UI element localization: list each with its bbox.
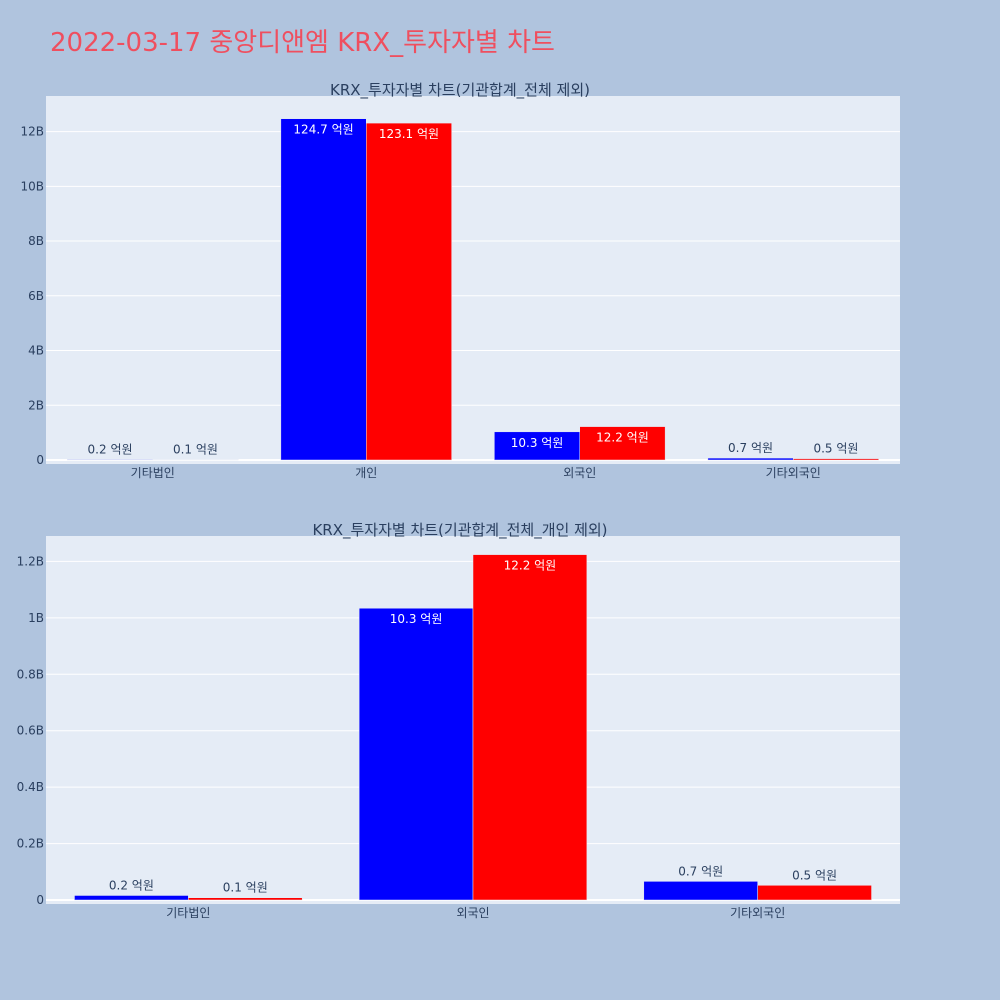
bar-data-label: 0.5 억원: [792, 868, 837, 882]
y-tick-label: 10B: [20, 179, 44, 193]
y-tick-label: 0.8B: [17, 667, 44, 681]
chart-title: KRX_투자자별 차트(기관합계_전체 제외): [330, 81, 590, 100]
x-tick-label: 기타외국인: [766, 466, 821, 480]
bar-기타법인-1: [152, 459, 239, 461]
x-tick-label: 기타법인: [131, 466, 175, 480]
bar-data-label: 0.2 억원: [109, 878, 154, 892]
bar-기타외국인-0: [707, 457, 794, 461]
bar-data-label: 0.7 억원: [728, 441, 773, 455]
bar-data-label: 123.1 억원: [379, 127, 439, 141]
y-tick-label: 0.2B: [17, 837, 44, 851]
bar-data-label: 0.1 억원: [173, 443, 218, 457]
bar-기타법인-1: [188, 897, 303, 901]
bar-외국인-0: [358, 607, 474, 901]
bar-data-label: 124.7 억원: [293, 123, 353, 137]
chart-title: KRX_투자자별 차트(기관합계_전체_개인 제외): [312, 521, 607, 540]
plot-area: [46, 96, 900, 464]
x-tick-label: 외국인: [456, 906, 489, 920]
page-title: 2022-03-17 중앙디앤엠 KRX_투자자별 차트: [50, 28, 555, 58]
y-tick-label: 0: [36, 453, 44, 467]
bar-기타법인-0: [74, 895, 189, 901]
bar-data-label: 0.1 억원: [223, 881, 268, 895]
bar-외국인-1: [472, 554, 588, 901]
bar-기타외국인-1: [793, 458, 879, 461]
x-tick-label: 기타법인: [166, 906, 210, 920]
bar-개인-1: [366, 122, 452, 461]
bar-data-label: 0.2 억원: [88, 442, 133, 456]
bar-data-label: 12.2 억원: [596, 431, 649, 445]
y-tick-label: 0.6B: [17, 724, 44, 738]
x-tick-label: 외국인: [563, 466, 596, 480]
x-tick-label: 개인: [355, 466, 377, 480]
bar-개인-0: [280, 118, 367, 461]
y-tick-label: 6B: [28, 289, 44, 303]
bar-data-label: 0.7 억원: [678, 864, 723, 878]
chart-top: 0 2B 4B 6B 8B 10B 12B KRX_투자자별 차트(기관합계_전체 제외) 0.…: [20, 81, 900, 480]
bar-data-label: 0.5 억원: [813, 442, 858, 456]
bar-data-label: 10.3 억원: [390, 612, 443, 626]
y-tick-label: 1B: [28, 611, 44, 625]
x-tick-label: 기타외국인: [730, 906, 785, 920]
y-tick-label: 2B: [28, 398, 44, 412]
y-tick-label: 0.4B: [17, 780, 44, 794]
y-tick-label: 0: [36, 893, 44, 907]
y-tick-label: 8B: [28, 234, 44, 248]
chart-bottom: 0 0.2B 0.4B 0.6B 0.8B 1B 1.2B KRX_투자자별 차트(기관합계_…: [17, 521, 900, 920]
bar-data-label: 10.3 억원: [511, 436, 564, 450]
bar-기타외국인-1: [757, 885, 872, 901]
bar-data-label: 12.2 억원: [504, 559, 557, 573]
bar-외국인-1: [579, 426, 666, 461]
bar-기타외국인-0: [643, 881, 758, 901]
y-tick-label: 4B: [28, 344, 44, 358]
y-tick-label: 12B: [20, 125, 44, 139]
y-tick-label: 1.2B: [17, 554, 44, 568]
bar-기타법인-0: [67, 459, 153, 461]
